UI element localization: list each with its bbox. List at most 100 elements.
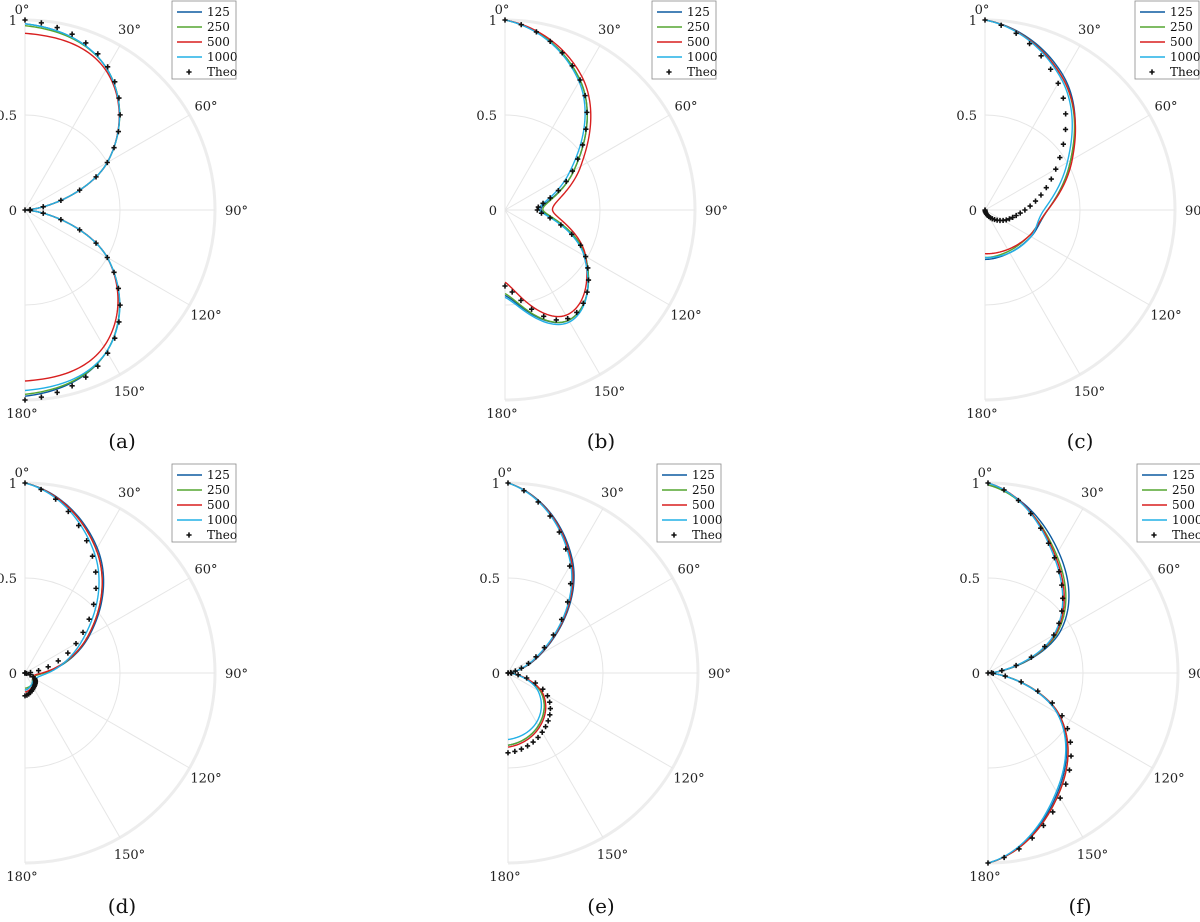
- theo-marker: [77, 227, 83, 233]
- series-line-500: [984, 19, 1077, 255]
- legend-label: 500: [1172, 498, 1195, 512]
- theo-marker: [547, 712, 553, 718]
- angle-tick-label: 150°: [1077, 848, 1108, 863]
- theo-marker: [40, 204, 46, 210]
- theo-marker: [502, 17, 508, 23]
- series-theo-markers: [22, 17, 123, 403]
- theo-marker: [58, 197, 64, 203]
- legend-box: [1136, 463, 1200, 543]
- theo-marker: [521, 488, 527, 494]
- angle-tick-label: 30°: [118, 486, 141, 501]
- theo-marker: [1028, 510, 1034, 517]
- polar-panel-a: 0° 30° 60° 90° 120° 150° 180° 0 0.5 1 125250500100…: [0, 0, 248, 453]
- theo-marker: [556, 529, 562, 535]
- legend-label: Theo: [207, 65, 237, 79]
- angle-tick-label: 0°: [975, 3, 990, 18]
- theo-marker: [544, 693, 551, 699]
- theo-marker: [22, 207, 28, 213]
- polar-panel-b: 0° 30° 60° 90° 120° 150° 180° 0 0.5 1 125250500100…: [476, 0, 728, 453]
- polar-panel-e: 0° 30° 60° 90° 120° 150° 180° 0 0.5 1 125250500100…: [479, 463, 731, 918]
- theo-marker: [116, 95, 122, 101]
- theo-marker: [80, 629, 86, 635]
- angle-tick-label: 150°: [594, 385, 625, 400]
- theo-marker: [502, 283, 508, 289]
- theo-marker: [1026, 41, 1033, 47]
- theo-marker: [1038, 53, 1044, 59]
- angle-tick-label: 90°: [1188, 667, 1200, 682]
- panel-caption: (f): [1068, 894, 1091, 918]
- theo-marker: [518, 746, 525, 752]
- angle-spoke: [24, 672, 121, 838]
- theo-marker: [584, 289, 590, 295]
- legend-swatch-theo: [1149, 69, 1155, 75]
- theo-marker: [76, 523, 82, 529]
- angle-tick-label: 0°: [978, 466, 993, 481]
- polar-panel-f: 0° 30° 60° 90° 120° 150° 180° 0 0.5 1 125250500100…: [959, 463, 1200, 918]
- series-line-125: [987, 484, 1070, 864]
- angle-tick-label: 90°: [708, 667, 731, 682]
- theo-marker: [27, 207, 33, 214]
- theo-marker: [1056, 620, 1062, 626]
- theo-marker: [38, 20, 44, 26]
- theo-marker: [1013, 662, 1019, 669]
- theo-marker: [547, 705, 553, 712]
- theo-marker: [583, 126, 589, 132]
- theo-marker: [40, 210, 46, 216]
- angle-spoke: [24, 577, 190, 674]
- theo-marker: [1048, 66, 1054, 72]
- theo-marker: [1017, 210, 1023, 216]
- panel-caption: (a): [108, 429, 136, 453]
- theo-marker: [585, 277, 592, 283]
- theo-marker: [1027, 203, 1033, 209]
- theo-marker: [111, 145, 117, 151]
- theo-marker: [1064, 726, 1071, 732]
- theo-marker: [547, 215, 553, 221]
- theo-marker: [999, 667, 1005, 674]
- theo-marker: [982, 207, 988, 213]
- theo-marker: [22, 693, 28, 699]
- legend-label: Theo: [687, 65, 717, 79]
- theo-marker: [563, 546, 569, 552]
- legend-label: Theo: [692, 528, 722, 542]
- legend-box: [651, 0, 717, 80]
- theo-marker: [569, 168, 576, 174]
- angle-tick-label: 90°: [1185, 204, 1200, 219]
- theo-marker: [55, 658, 61, 664]
- theo-marker: [508, 670, 514, 676]
- angle-spoke: [504, 45, 601, 211]
- theo-marker: [1060, 141, 1066, 147]
- angle-tick-label: 30°: [118, 23, 141, 38]
- theo-marker: [985, 670, 991, 676]
- theo-marker: [1051, 555, 1058, 561]
- angle-tick-label: 60°: [194, 100, 217, 115]
- angle-tick-label: 30°: [1078, 23, 1101, 38]
- theo-marker: [77, 187, 83, 193]
- theo-marker: [584, 109, 590, 115]
- angle-tick-label: 90°: [705, 204, 728, 219]
- theo-marker: [985, 860, 991, 866]
- angle-spoke: [984, 209, 1081, 375]
- theo-marker: [65, 508, 71, 515]
- theo-marker: [577, 77, 583, 83]
- theo-marker: [111, 269, 117, 275]
- theo-marker: [93, 569, 99, 575]
- theo-marker: [535, 734, 541, 741]
- theo-marker: [69, 383, 75, 389]
- theo-marker: [565, 599, 571, 605]
- legend-label: 250: [207, 20, 230, 34]
- legend-label: 250: [687, 20, 710, 34]
- theo-marker: [563, 178, 569, 185]
- series-theo-markers: [502, 17, 592, 323]
- radial-tick-label: 0.5: [0, 572, 17, 587]
- radial-tick-label: 0.5: [959, 572, 980, 587]
- theo-marker: [582, 93, 588, 99]
- legend-label: 250: [1172, 483, 1195, 497]
- theo-marker: [534, 207, 540, 213]
- theo-marker: [559, 50, 565, 56]
- legend-label: 1000: [692, 513, 723, 527]
- angle-tick-label: 150°: [1074, 385, 1105, 400]
- theo-marker: [1060, 95, 1066, 101]
